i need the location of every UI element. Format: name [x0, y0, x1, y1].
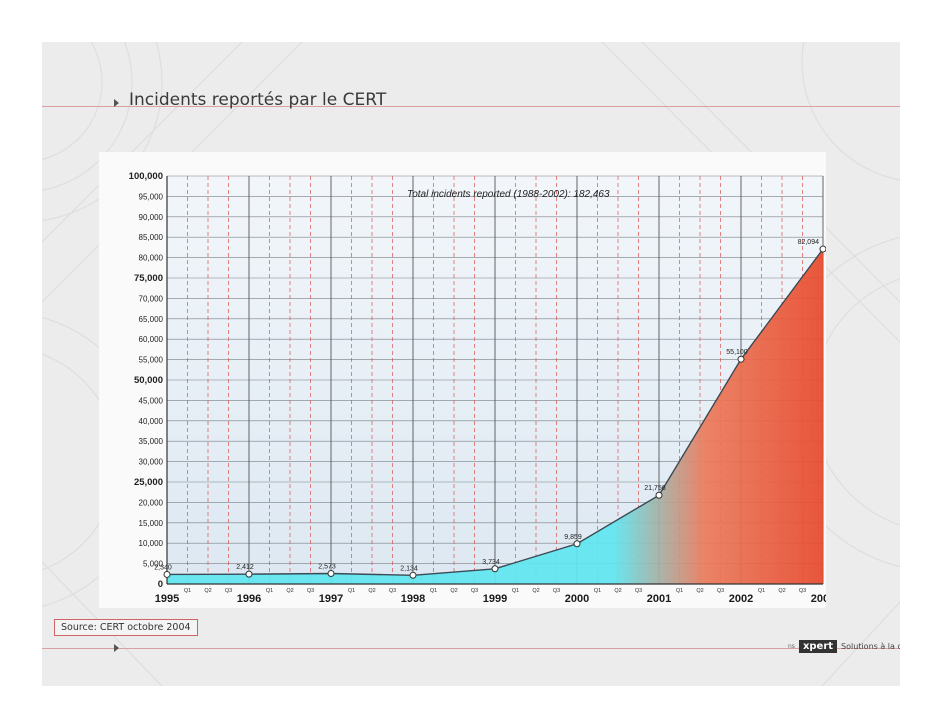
- y-tick-label: 10,000: [139, 539, 164, 548]
- data-label: 82,094: [798, 239, 820, 246]
- quarter-tick-label: Q1: [348, 588, 355, 594]
- quarter-tick-label: Q1: [430, 588, 437, 594]
- y-tick-label: 60,000: [139, 335, 164, 344]
- y-tick-label: 30,000: [139, 458, 164, 467]
- year-tick-label: 1997: [319, 593, 343, 605]
- year-tick-label: 1995: [155, 593, 179, 605]
- data-point: [409, 571, 417, 579]
- title-rule: [42, 106, 900, 107]
- data-label: 55,100: [726, 349, 748, 356]
- data-label: 21,756: [644, 485, 666, 492]
- data-label: 2,340: [154, 564, 172, 571]
- year-tick-label: 2001: [647, 593, 671, 605]
- source-note: Source: CERT octobre 2004: [54, 619, 198, 636]
- quarter-tick-label: Q3: [799, 588, 806, 594]
- data-label: 2,573: [318, 564, 336, 571]
- footer-bullet-icon: [114, 644, 119, 652]
- quarter-tick-label: Q3: [471, 588, 478, 594]
- y-tick-label: 5,000: [143, 560, 164, 569]
- data-point: [737, 355, 745, 363]
- data-point: [491, 565, 499, 573]
- data-point: [573, 540, 581, 548]
- company-logo: ns xpert Solutions à la clef: [788, 640, 900, 653]
- data-point: [655, 491, 663, 499]
- y-tick-label: 50,000: [134, 375, 163, 386]
- data-point: [163, 570, 171, 578]
- data-label: 2,134: [400, 565, 418, 572]
- y-tick-label: 0: [158, 579, 163, 590]
- year-tick-label: 2000: [565, 593, 589, 605]
- quarter-tick-label: Q2: [450, 588, 457, 594]
- quarter-tick-label: Q3: [225, 588, 232, 594]
- data-label: 3,734: [482, 559, 500, 566]
- incidents-chart: 0 5,000 10,000 15,000 20,000 25,000 30,000 35,0…: [129, 171, 826, 605]
- quarter-tick-label: Q1: [266, 588, 273, 594]
- quarter-tick-label: Q1: [512, 588, 519, 594]
- y-tick-label: 70,000: [139, 294, 164, 303]
- chart-annotation: Total incidents reported (1988-2002): 18…: [407, 189, 610, 200]
- slide: Incidents reportés par le CERT 0 5,000 10,…: [42, 42, 900, 686]
- quarter-tick-label: Q3: [389, 588, 396, 594]
- logo-prefix: ns: [788, 643, 795, 650]
- quarter-tick-label: Q2: [368, 588, 375, 594]
- y-tick-label: 25,000: [134, 477, 163, 488]
- quarter-tick-label: Q1: [758, 588, 765, 594]
- y-tick-label: 100,000: [129, 171, 163, 182]
- quarter-tick-label: Q2: [614, 588, 621, 594]
- quarter-tick-label: Q2: [286, 588, 293, 594]
- y-tick-label: 80,000: [139, 254, 164, 263]
- title-bullet-icon: [114, 99, 119, 107]
- y-tick-label: 15,000: [139, 519, 164, 528]
- y-tick-label: 90,000: [139, 213, 164, 222]
- quarter-tick-label: Q2: [778, 588, 785, 594]
- chart-frame: 0 5,000 10,000 15,000 20,000 25,000 30,000 35,0…: [99, 152, 826, 608]
- data-point: [819, 245, 826, 253]
- y-tick-label: 40,000: [139, 417, 164, 426]
- data-label: 2,412: [236, 564, 254, 571]
- year-tick-label: 2002: [729, 593, 753, 605]
- y-tick-label: 85,000: [139, 233, 164, 242]
- year-tick-label: 1999: [483, 593, 507, 605]
- y-tick-label: 20,000: [139, 498, 164, 507]
- quarter-tick-label: Q1: [184, 588, 191, 594]
- quarter-tick-label: Q3: [553, 588, 560, 594]
- y-tick-label: 55,000: [139, 356, 164, 365]
- quarter-tick-label: Q1: [594, 588, 601, 594]
- footer-rule: [42, 648, 900, 649]
- area-series-incidents: [167, 249, 823, 584]
- y-tick-label: 95,000: [139, 192, 164, 201]
- year-tick-label: 2003: [811, 593, 826, 605]
- slide-title: Incidents reportés par le CERT: [129, 90, 387, 110]
- data-point: [245, 570, 253, 578]
- logo-brand: xpert: [798, 640, 838, 653]
- y-tick-label: 65,000: [139, 315, 164, 324]
- quarter-tick-label: Q2: [204, 588, 211, 594]
- data-point: [327, 570, 335, 578]
- quarter-tick-label: Q3: [307, 588, 314, 594]
- y-tick-label: 35,000: [139, 437, 164, 446]
- quarter-tick-label: Q1: [676, 588, 683, 594]
- year-tick-label: 1998: [401, 593, 425, 605]
- y-tick-label: 45,000: [139, 396, 164, 405]
- quarter-tick-label: Q3: [717, 588, 724, 594]
- year-tick-label: 1996: [237, 593, 261, 605]
- y-tick-label: 75,000: [134, 273, 163, 284]
- quarter-tick-label: Q2: [696, 588, 703, 594]
- quarter-tick-label: Q2: [532, 588, 539, 594]
- logo-tagline: Solutions à la clef: [841, 642, 900, 651]
- data-label: 9,859: [564, 534, 582, 541]
- quarter-tick-label: Q3: [635, 588, 642, 594]
